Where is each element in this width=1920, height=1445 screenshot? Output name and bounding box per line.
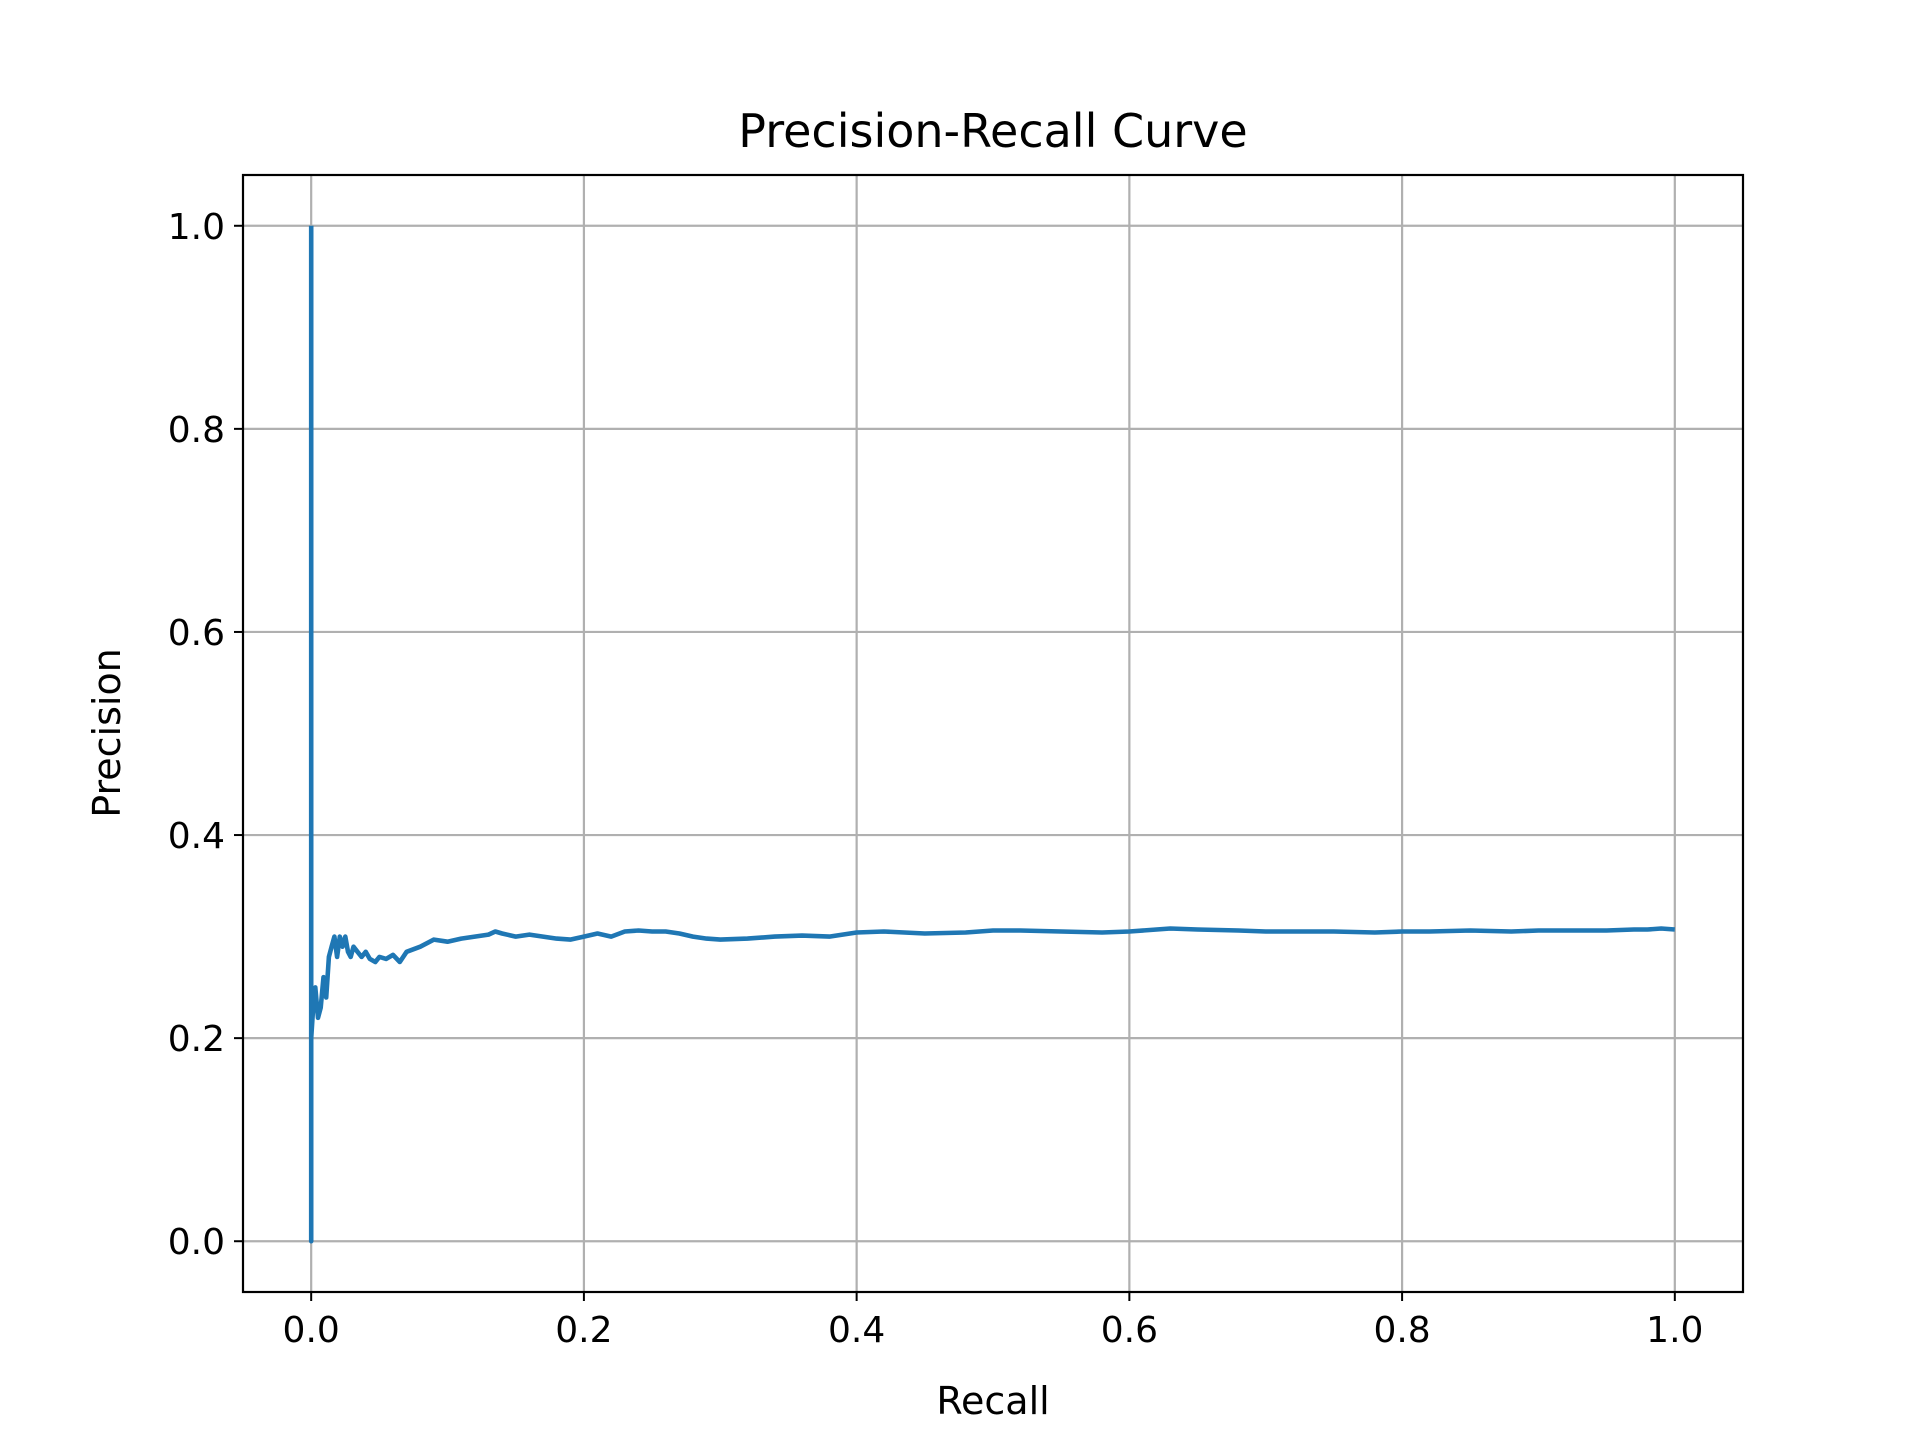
x-tick-label: 0.2 <box>555 1310 612 1351</box>
x-tick-label: 1.0 <box>1646 1310 1703 1351</box>
y-tick-label: 0.2 <box>168 1019 225 1060</box>
grid-lines <box>243 175 1743 1292</box>
axes-frame <box>241 173 1745 1294</box>
axis-ticks: 0.0 0.2 0.4 0.6 0.8 1.0 0.0 0.2 0.4 0.6 0.8 1.0 <box>168 207 1704 1351</box>
y-tick-label: 0.0 <box>168 1222 225 1263</box>
y-tick-label: 1.0 <box>168 207 225 248</box>
chart-title: Precision-Recall Curve <box>738 104 1247 158</box>
series-line-precision-recall <box>308 225 1675 1244</box>
plot-area <box>308 225 1675 1244</box>
x-tick-label: 0.8 <box>1373 1310 1430 1351</box>
y-tick-label: 0.6 <box>168 613 225 654</box>
x-tick-label: 0.4 <box>828 1310 885 1351</box>
y-tick-label: 0.4 <box>168 816 225 857</box>
y-axis-label: Precision <box>85 648 129 818</box>
x-axis-label: Recall <box>936 1379 1049 1423</box>
x-tick-label: 0.0 <box>283 1310 340 1351</box>
x-tick-label: 0.6 <box>1101 1310 1158 1351</box>
y-tick-label: 0.8 <box>168 410 225 451</box>
